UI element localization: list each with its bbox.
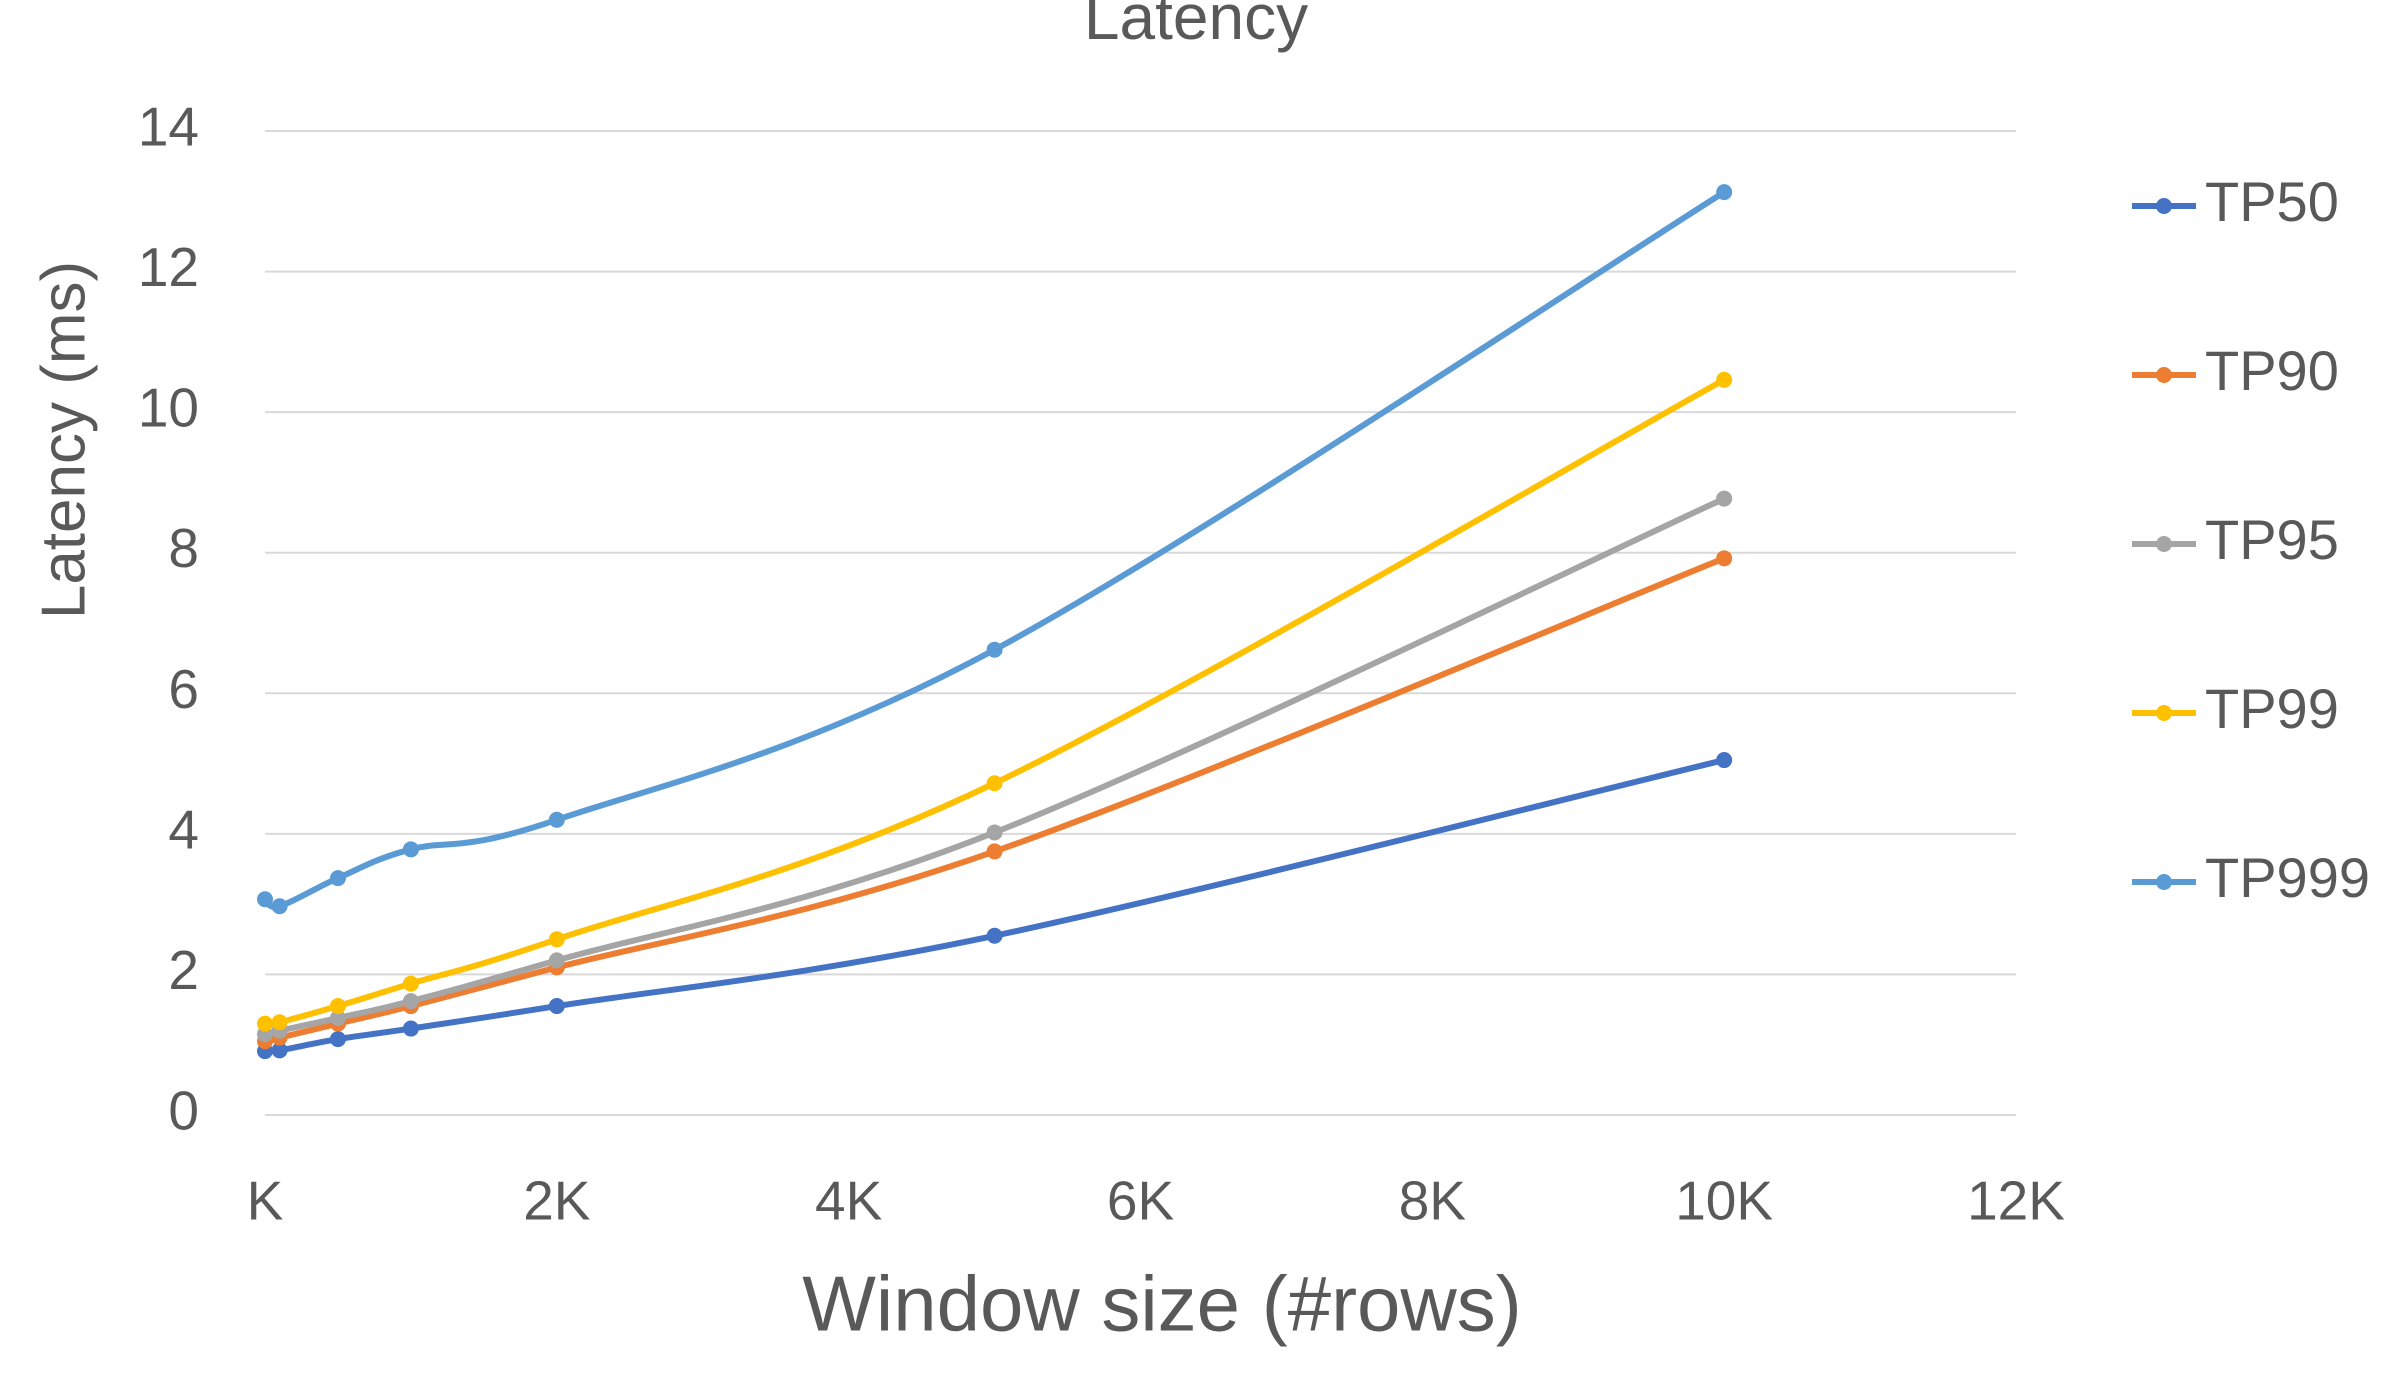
series-line (262, 555, 1728, 1045)
y-tick-label: 0 (168, 1080, 199, 1142)
x-axis-title: Window size (#rows) (802, 1260, 1521, 1348)
legend-label: TP50 (2205, 170, 2339, 233)
legend-label: TP999 (2205, 846, 2370, 909)
legend-label: TP90 (2205, 339, 2339, 402)
series-line (262, 189, 1728, 910)
data-point (402, 975, 419, 992)
data-point (548, 811, 565, 828)
data-point (329, 998, 346, 1015)
data-point (548, 931, 565, 948)
legend-marker (2156, 874, 2172, 890)
data-point (257, 1015, 273, 1032)
legend-marker (2156, 705, 2172, 721)
data-point (986, 824, 1003, 841)
data-point (986, 641, 1003, 658)
series-line (262, 495, 1728, 1038)
data-point (329, 1010, 346, 1027)
y-tick-label: 8 (168, 517, 199, 579)
data-point (548, 998, 565, 1015)
x-tick-label: 10K (1675, 1170, 1773, 1232)
y-tick-label: 14 (138, 96, 199, 158)
legend-marker (2156, 536, 2172, 552)
x-tick-label: 2K (523, 1170, 591, 1232)
data-point (329, 1031, 346, 1048)
y-tick-label: 6 (168, 658, 199, 720)
series-line (262, 376, 1728, 1027)
y-axis-title: Latency (ms) (29, 261, 98, 619)
legend-marker (2156, 198, 2172, 214)
x-tick-label: K (247, 1170, 284, 1232)
y-tick-label: 4 (168, 798, 199, 860)
data-point (548, 952, 565, 969)
legend-marker (2156, 367, 2172, 383)
data-point (1716, 752, 1733, 769)
data-point (1716, 490, 1733, 507)
x-tick-label: 4K (815, 1170, 883, 1232)
y-tick-label: 2 (168, 939, 199, 1001)
y-tick-label: 10 (138, 377, 199, 439)
data-point (402, 1020, 419, 1037)
data-point (986, 775, 1003, 792)
series-line (262, 757, 1728, 1055)
x-tick-label: 8K (1399, 1170, 1467, 1232)
x-tick-label: 6K (1107, 1170, 1175, 1232)
legend-label: TP95 (2205, 508, 2339, 571)
data-point (271, 1042, 288, 1059)
data-point (1716, 184, 1733, 201)
data-point (986, 927, 1003, 944)
data-point (271, 898, 288, 915)
x-tick-label: 12K (1967, 1170, 2065, 1232)
data-point (1716, 371, 1733, 388)
data-point (257, 891, 273, 908)
data-point (329, 870, 346, 887)
chart-title: Latency (1084, 0, 1308, 53)
data-point (1716, 550, 1733, 567)
legend-label: TP99 (2205, 677, 2339, 740)
data-point (986, 843, 1003, 860)
y-tick-label: 12 (138, 236, 199, 298)
data-point (402, 841, 419, 858)
data-point (271, 1014, 288, 1031)
data-point (402, 993, 419, 1010)
